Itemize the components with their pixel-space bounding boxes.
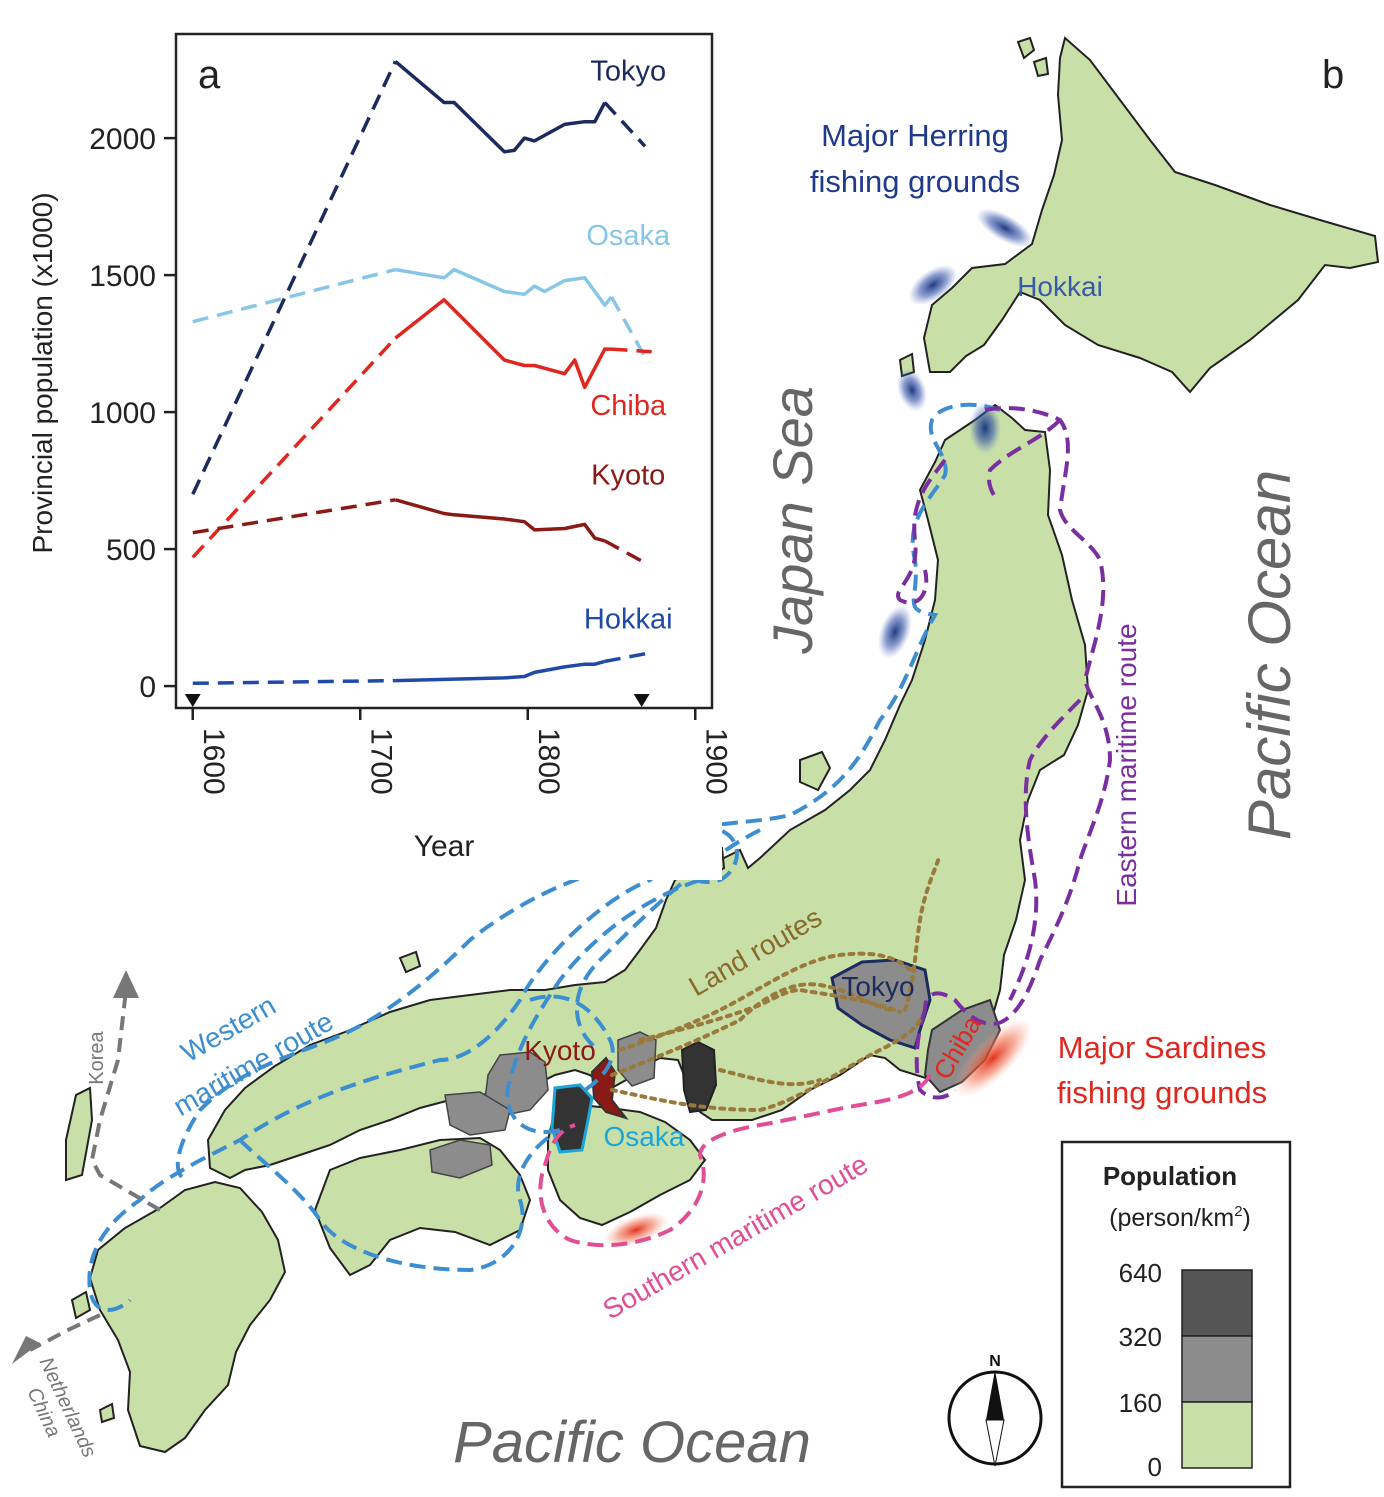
tokyo-series-dashed	[191, 60, 397, 496]
herring-ground-2	[908, 264, 958, 306]
korea-route-line	[89, 989, 162, 1212]
sardine-ground-1	[953, 1018, 1033, 1098]
legend-title: Population	[1103, 1161, 1237, 1191]
herring-label-line1: Major Herring	[821, 118, 1009, 153]
tokyo-map-label: Tokyo	[841, 971, 914, 1002]
china-arrowhead	[12, 1336, 40, 1364]
kyoto-map-label: Kyoto	[524, 1035, 596, 1066]
hokkai-map-label: Hokkai	[1017, 271, 1103, 302]
herring-ground-3	[896, 368, 928, 412]
shikoku-landmass	[313, 1136, 532, 1277]
hokkaido-landmass	[922, 36, 1380, 394]
hokkai-series-label: Hokkai	[584, 604, 673, 636]
dense-area-2	[444, 1091, 511, 1136]
hokkai-series-dashed	[192, 678, 396, 686]
land-routes	[610, 853, 942, 1113]
kyushu-landmass	[88, 1180, 287, 1454]
y-axis-ticks: 0 500 1000 1500 2000	[89, 123, 176, 704]
osaka-map-label: Osaka	[604, 1121, 685, 1152]
herring-ground-4	[969, 402, 1001, 454]
x-axis-title: Year	[414, 830, 475, 863]
legend-tick-320: 320	[1119, 1322, 1162, 1352]
population-chart: a Provincial population (x1000) Year 0 50…	[0, 0, 732, 880]
compass-south-needle	[985, 1419, 1005, 1467]
y-tick-label: 2000	[89, 123, 156, 156]
pacific-ocean-bottom-label: Pacific Ocean	[453, 1410, 811, 1475]
chiba-series-tail	[611, 347, 652, 354]
compass-north-needle	[986, 1370, 1004, 1420]
compass-n-label: N	[989, 1353, 1001, 1370]
foreign-routes	[29, 989, 162, 1352]
pacific-ocean-right-label: Pacific Ocean	[1236, 470, 1303, 840]
x-tick-label: 1700	[364, 728, 397, 795]
legend-tick-160: 160	[1119, 1388, 1162, 1418]
sardine-label-line2: fishing grounds	[1057, 1075, 1267, 1110]
kyoto-series-line	[394, 498, 606, 543]
eastern-route-label: Eastern maritime route	[1111, 623, 1142, 906]
y-axis-title: Provincial population (x1000)	[27, 192, 58, 553]
kyoto-series-dashed	[192, 498, 396, 535]
legend-bin-high	[1181, 1269, 1253, 1337]
sardine-label-line1: Major Sardines	[1058, 1030, 1266, 1065]
legend-tick-0: 0	[1148, 1452, 1162, 1482]
chiba-series-line	[394, 298, 612, 390]
japan-sea-label: Japan Sea	[761, 386, 824, 655]
tanegashima-island	[98, 1402, 116, 1424]
panel-a-label: a	[198, 53, 221, 97]
sardine-ground-2	[603, 1212, 669, 1248]
dense-area-nagoya	[680, 1040, 718, 1114]
tsushima-island	[65, 1086, 94, 1182]
herring-ground-5	[877, 605, 913, 659]
chiba-series-label: Chiba	[590, 390, 667, 422]
tokyo-series-label: Tokyo	[590, 56, 666, 88]
tokyo-series-line	[394, 60, 607, 154]
southern-maritime-route	[538, 1073, 932, 1248]
rishiri-island	[1016, 36, 1036, 60]
chart-markers	[184, 694, 650, 707]
dense-area-3	[429, 1139, 493, 1179]
legend-bin-low	[1181, 1401, 1253, 1469]
year-marker	[633, 694, 650, 707]
y-tick-label: 1500	[89, 260, 156, 293]
herring-ground-1	[976, 208, 1034, 248]
panel-b-label: b	[1322, 53, 1344, 97]
y-tick-label: 1000	[89, 397, 156, 430]
y-tick-label: 0	[139, 671, 156, 704]
china-route-line	[29, 1313, 101, 1352]
kyoto-series-label: Kyoto	[591, 460, 665, 492]
x-axis-ticks: 1600 1700 1800 1900	[191, 708, 732, 795]
kii-peninsula	[547, 1103, 707, 1227]
chart-series: Tokyo Osaka Chiba Kyoto Hokkai	[191, 56, 673, 686]
osaka-series-label: Osaka	[586, 220, 671, 252]
year-marker	[184, 694, 201, 707]
herring-label-line2: fishing grounds	[810, 164, 1020, 199]
legend-unit: (person/km2)	[1109, 1203, 1251, 1232]
dense-area-4	[617, 1031, 657, 1087]
x-tick-label: 1900	[699, 728, 732, 795]
oki-islands	[398, 950, 422, 974]
kyoto-area	[590, 1056, 629, 1120]
korea-arrowhead	[113, 970, 139, 998]
hokkai-series-tail	[604, 651, 649, 664]
legend-bin-mid	[1181, 1335, 1253, 1403]
dense-area-1	[484, 1051, 549, 1116]
kyoto-series-tail	[603, 539, 646, 565]
eastern-maritime-route	[896, 406, 1113, 1100]
osaka-series-line	[395, 267, 613, 307]
north-compass: N	[947, 1353, 1043, 1467]
tokyo-series-tail	[603, 101, 647, 148]
hokkai-series-line	[395, 659, 606, 683]
sado-island	[799, 750, 832, 792]
korea-label: Korea	[86, 1030, 108, 1084]
y-tick-label: 500	[106, 534, 156, 567]
rebun-island	[1032, 56, 1050, 78]
legend-tick-640: 640	[1119, 1258, 1162, 1288]
goto-islands	[70, 1290, 92, 1320]
osaka-series-dashed	[192, 267, 396, 324]
population-legend: Population (person/km2) 640 320 160 0	[1060, 1140, 1292, 1489]
plot-frame	[174, 32, 714, 710]
x-tick-label: 1600	[197, 728, 230, 795]
x-tick-label: 1800	[532, 728, 565, 795]
